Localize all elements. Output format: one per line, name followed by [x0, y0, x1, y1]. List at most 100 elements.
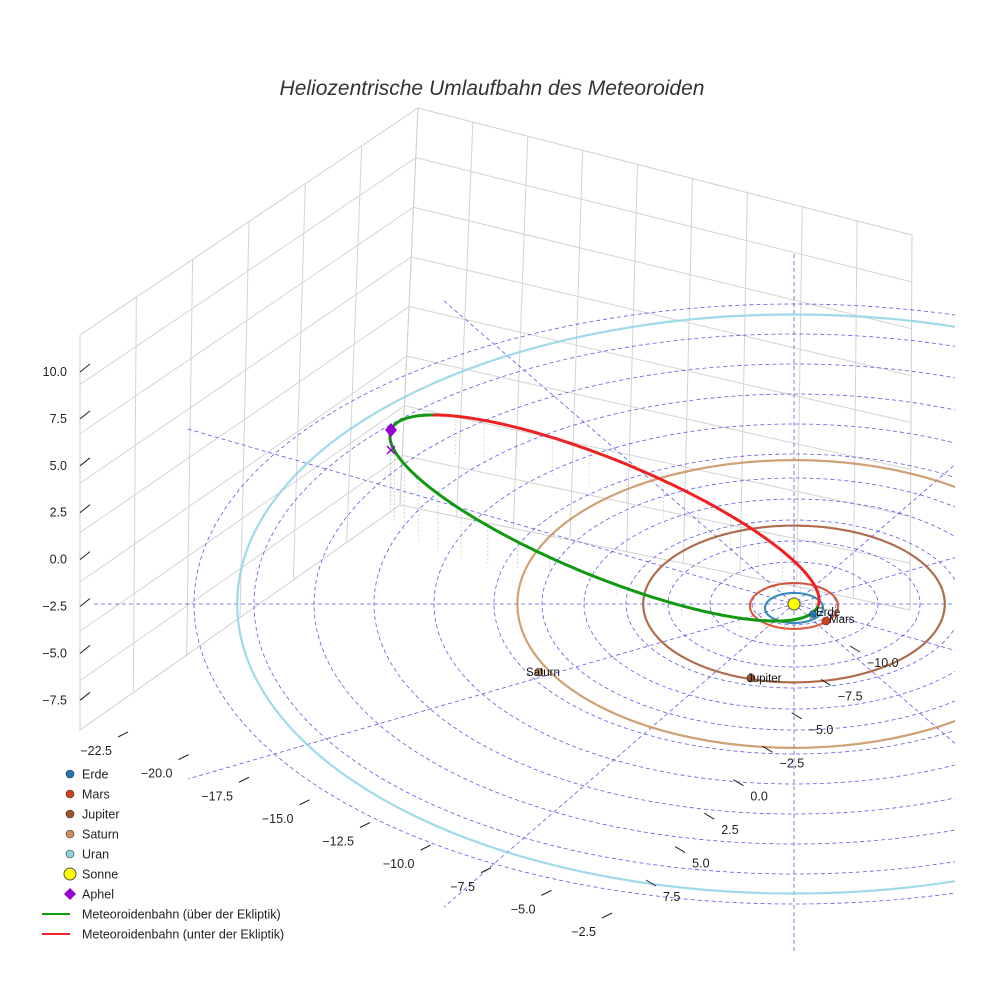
- legend-label: Sonne: [82, 868, 118, 882]
- x-tick-label: −2.5: [571, 925, 596, 939]
- z-tick-label: −2.5: [42, 600, 67, 614]
- y-tick-mark: [791, 712, 802, 720]
- pane-gridline: [132, 297, 137, 693]
- pane-gridline: [292, 183, 306, 581]
- x-tick-mark: [420, 844, 431, 851]
- legend-label: Uran: [82, 848, 109, 862]
- z-tick-label: 7.5: [50, 412, 67, 426]
- z-tick-label: −5.0: [42, 646, 67, 660]
- x-tick-mark: [178, 754, 189, 761]
- legend-marker: [63, 867, 77, 881]
- z-axis: 10.0 7.5 5.0 2.5 0.0 −2.5 −5.0 −7.5: [42, 363, 91, 707]
- label-saturn: Saturn: [526, 667, 560, 679]
- z-tick-mark: [79, 598, 91, 607]
- x-tick-label: −5.0: [511, 902, 536, 916]
- y-tick-label: −7.5: [838, 689, 863, 703]
- z-tick-mark: [79, 645, 91, 654]
- legend-item-uran: Uran: [65, 848, 109, 862]
- legend-label: Mars: [82, 788, 110, 802]
- z-tick-mark: [79, 363, 91, 373]
- y-tick-mark: [674, 846, 686, 854]
- legend-item-erde: Erde: [65, 768, 108, 782]
- y-tick-mark: [704, 812, 715, 820]
- meteoroid-orbit-above: [388, 413, 820, 623]
- ecliptic-grid: [94, 254, 955, 954]
- pane-gridline: [402, 454, 911, 564]
- y-tick-mark: [645, 879, 657, 887]
- meteoroid-orbit: [388, 413, 821, 623]
- label-mars: Mars: [829, 614, 855, 626]
- x-tick-label: −12.5: [322, 835, 354, 849]
- x-tick-mark: [541, 889, 552, 896]
- aphel-marker: [385, 423, 397, 437]
- orbit-saturn: [516, 459, 955, 749]
- pane-gridline: [239, 221, 250, 618]
- legend-label: Saturn: [82, 828, 119, 842]
- sonne-marker: [787, 597, 801, 611]
- meteoroid-orbit-below: [432, 413, 821, 607]
- z-tick-label: 0.0: [50, 553, 67, 567]
- legend-label: Erde: [82, 768, 108, 782]
- pane-gridline: [415, 157, 912, 283]
- legend-item-meteoroidenbahn-ber-der-ekliptik: Meteoroidenbahn (über der Ekliptik): [42, 908, 281, 922]
- pane-gridline: [186, 259, 194, 656]
- x-tick-label: −20.0: [141, 767, 173, 781]
- z-tick-label: 5.0: [50, 459, 67, 473]
- orbit-mars: [748, 581, 840, 631]
- legend-item-meteoroidenbahn-unter-der-ekliptik: Meteoroidenbahn (unter der Ekliptik): [42, 928, 284, 942]
- z-tick-mark: [79, 457, 91, 467]
- y-tick-mark: [733, 779, 744, 787]
- label-erde: Erde: [816, 607, 840, 619]
- y-tick-mark: [849, 645, 861, 653]
- y-tick-label: 2.5: [721, 823, 738, 837]
- legend-item-aphel: Aphel: [64, 888, 114, 902]
- legend-marker: [65, 829, 75, 839]
- legend-label: Jupiter: [82, 808, 120, 822]
- x-tick-label: −10.0: [383, 857, 415, 871]
- z-tick-mark: [79, 551, 91, 560]
- saturn-marker: [534, 667, 544, 677]
- pane-gridline: [404, 405, 911, 517]
- x-tick-mark: [601, 912, 613, 919]
- legend-marker: [65, 809, 75, 819]
- legend-item-mars: Mars: [65, 788, 110, 802]
- erde-marker: [809, 610, 817, 618]
- planet-orbits: [236, 313, 955, 895]
- legend-marker: [65, 789, 75, 799]
- pane-gridline: [413, 206, 912, 330]
- label-jupiter: Jupiter: [747, 673, 782, 685]
- pane-gridline: [346, 145, 363, 543]
- orbit-uran: [236, 313, 955, 895]
- pane-gridline: [406, 355, 911, 470]
- x-tick-mark: [238, 776, 250, 783]
- chart-title: Heliozentrische Umlaufbahn des Meteoroid…: [280, 77, 705, 100]
- x-tick-mark: [117, 731, 129, 738]
- planet-labels: Erde Mars Jupiter Saturn: [526, 607, 855, 685]
- legend-marker: [65, 849, 75, 859]
- projection-lines: [389, 416, 819, 636]
- markers: [385, 423, 831, 683]
- y-tick-label: −5.0: [809, 723, 834, 737]
- legend-marker: [65, 769, 75, 779]
- pane-grid: [79, 107, 913, 731]
- legend: Erde Mars Jupiter Saturn Uran Sonne Aphel Meteo…: [42, 768, 284, 942]
- legend-label: Meteoroidenbahn (über der Ekliptik): [82, 908, 281, 922]
- y-tick-mark: [762, 745, 773, 753]
- z-tick-mark: [79, 410, 91, 420]
- z-tick-mark: [79, 504, 91, 514]
- x-tick-mark: [480, 867, 492, 874]
- pane-gridlines: [79, 122, 912, 693]
- x-axis: −22.5 −20.0 −17.5 −15.0 −12.5 −10.0 −7.5 −5.0 −2…: [80, 731, 613, 939]
- z-tick-label: 10.0: [43, 365, 67, 379]
- legend-label: Aphel: [82, 888, 114, 902]
- back-wall: [399, 107, 913, 611]
- pane-gridline: [408, 306, 912, 423]
- orbit-jupiter: [642, 524, 946, 684]
- x-tick-label: −7.5: [450, 880, 475, 894]
- y-tick-mark: [820, 678, 832, 686]
- y-axis: −10.0 −7.5 −5.0 −2.5 0.0 2.5 5.0 7.5: [645, 645, 899, 904]
- legend-label: Meteoroidenbahn (unter der Ekliptik): [82, 928, 284, 942]
- x-tick-label: −17.5: [201, 789, 233, 803]
- y-tick-label: 5.0: [692, 857, 709, 871]
